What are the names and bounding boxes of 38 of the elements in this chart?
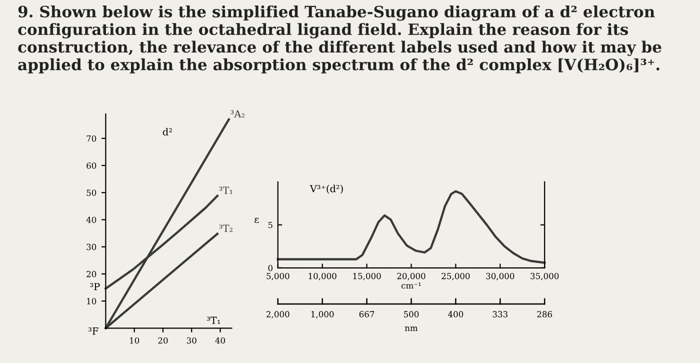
x-tick-label: 10 (130, 337, 140, 344)
x-axis-title: cm⁻¹ (402, 282, 421, 289)
annotation: d² (162, 128, 172, 136)
y-tick-label: 50 (86, 190, 96, 196)
text: 286 (537, 311, 552, 318)
y-tick-label: 5 (268, 222, 272, 228)
text: 500 (404, 311, 419, 318)
x-tick-label: 35,000 (530, 272, 559, 280)
y-tick-label: 30 (86, 244, 96, 250)
y-tick-label: 40 (86, 216, 96, 223)
text: 667 (359, 311, 374, 318)
series-label: ³T₁ (219, 186, 232, 194)
y-tick-label: 0 (268, 264, 272, 272)
annotation: V³⁺(d²) (310, 184, 343, 194)
annotation: ³P (90, 282, 100, 290)
y-tick-label: 60 (86, 162, 96, 169)
x-tick-label: 15,000 (353, 272, 381, 280)
annotation: ³T₁ (206, 316, 220, 324)
x-tick-label: 5,000 (266, 272, 290, 280)
text: nm (404, 326, 418, 332)
text: 2,000 (266, 311, 290, 318)
text: ³F (88, 327, 98, 335)
text: 333 (492, 311, 508, 318)
series-label: ³A₂ (230, 110, 244, 118)
x-tick-label: 20 (158, 337, 168, 344)
x-tick-label: 40 (215, 337, 225, 344)
y-axis-title: ε (254, 218, 259, 224)
text: 1,000 (311, 311, 334, 318)
x-tick-label: 30 (186, 337, 196, 344)
x-tick-label: 10,000 (308, 272, 336, 280)
x-tick-label: 25,000 (442, 272, 470, 280)
x-tick-label: 30,000 (486, 272, 514, 280)
series-label: ³T₂ (219, 224, 232, 232)
y-tick-label: 70 (86, 135, 96, 142)
text: 9. Shown below is the simplified Tanabe-Sugano diagram of a d² electron configuration in the octahedral ligand field. Explain the reason for its construction, the relevance of the different labels used and how it may be applied to explain the absorption spectrum of the d² complex [V(H₂O)₆]³⁺. (18, 5, 662, 74)
text: 400 (448, 311, 464, 318)
x-tick-label: 20,000 (397, 272, 426, 280)
y-tick-label: 10 (87, 298, 96, 304)
